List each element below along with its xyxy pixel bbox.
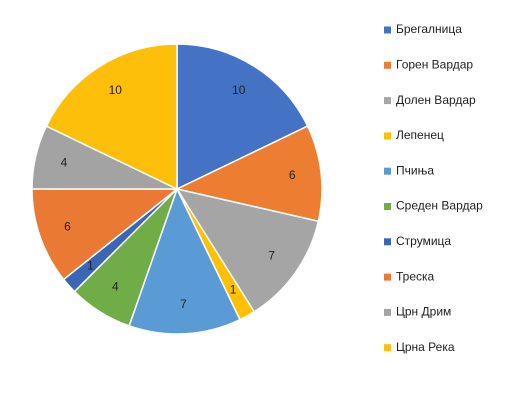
legend-label: Брегалница (396, 22, 462, 36)
legend-swatch (384, 61, 391, 69)
legend-label: Пчиња (396, 163, 434, 177)
data-label: 1 (230, 283, 237, 297)
data-label: 10 (109, 83, 123, 97)
legend-swatch (384, 238, 391, 246)
legend-swatch (384, 26, 391, 34)
legend-swatch (384, 132, 391, 140)
legend-label: Треска (396, 269, 435, 283)
pie-slice (31, 188, 180, 281)
pie-slice (176, 43, 309, 191)
legend-label: Горен Вардар (396, 57, 473, 71)
pie-slice (45, 43, 178, 191)
data-label: 10 (232, 83, 246, 97)
pie-slice (175, 187, 320, 313)
legend-label: Струмица (396, 234, 451, 248)
data-label: 4 (61, 155, 68, 169)
data-label: 4 (112, 279, 119, 293)
data-label: 1 (87, 258, 94, 272)
legend-swatch (384, 273, 391, 281)
legend-swatch (384, 308, 391, 316)
legend-label: Црна Река (396, 340, 455, 354)
legend-label: Лепенец (396, 128, 444, 142)
data-label: 6 (289, 168, 296, 182)
data-label: 7 (268, 248, 275, 262)
legend-label: Среден Вардар (396, 199, 483, 213)
legend-swatch (384, 167, 391, 175)
legend-swatch (384, 344, 391, 352)
data-label: 7 (180, 297, 187, 311)
legend-label: Долен Вардар (396, 93, 476, 107)
legend-label: Црн Дрим (396, 305, 451, 319)
pie-slice (174, 125, 323, 223)
legend-swatch (384, 203, 391, 210)
data-label: 6 (64, 219, 71, 233)
pie-slice (128, 187, 241, 335)
legend-swatch (384, 97, 391, 105)
